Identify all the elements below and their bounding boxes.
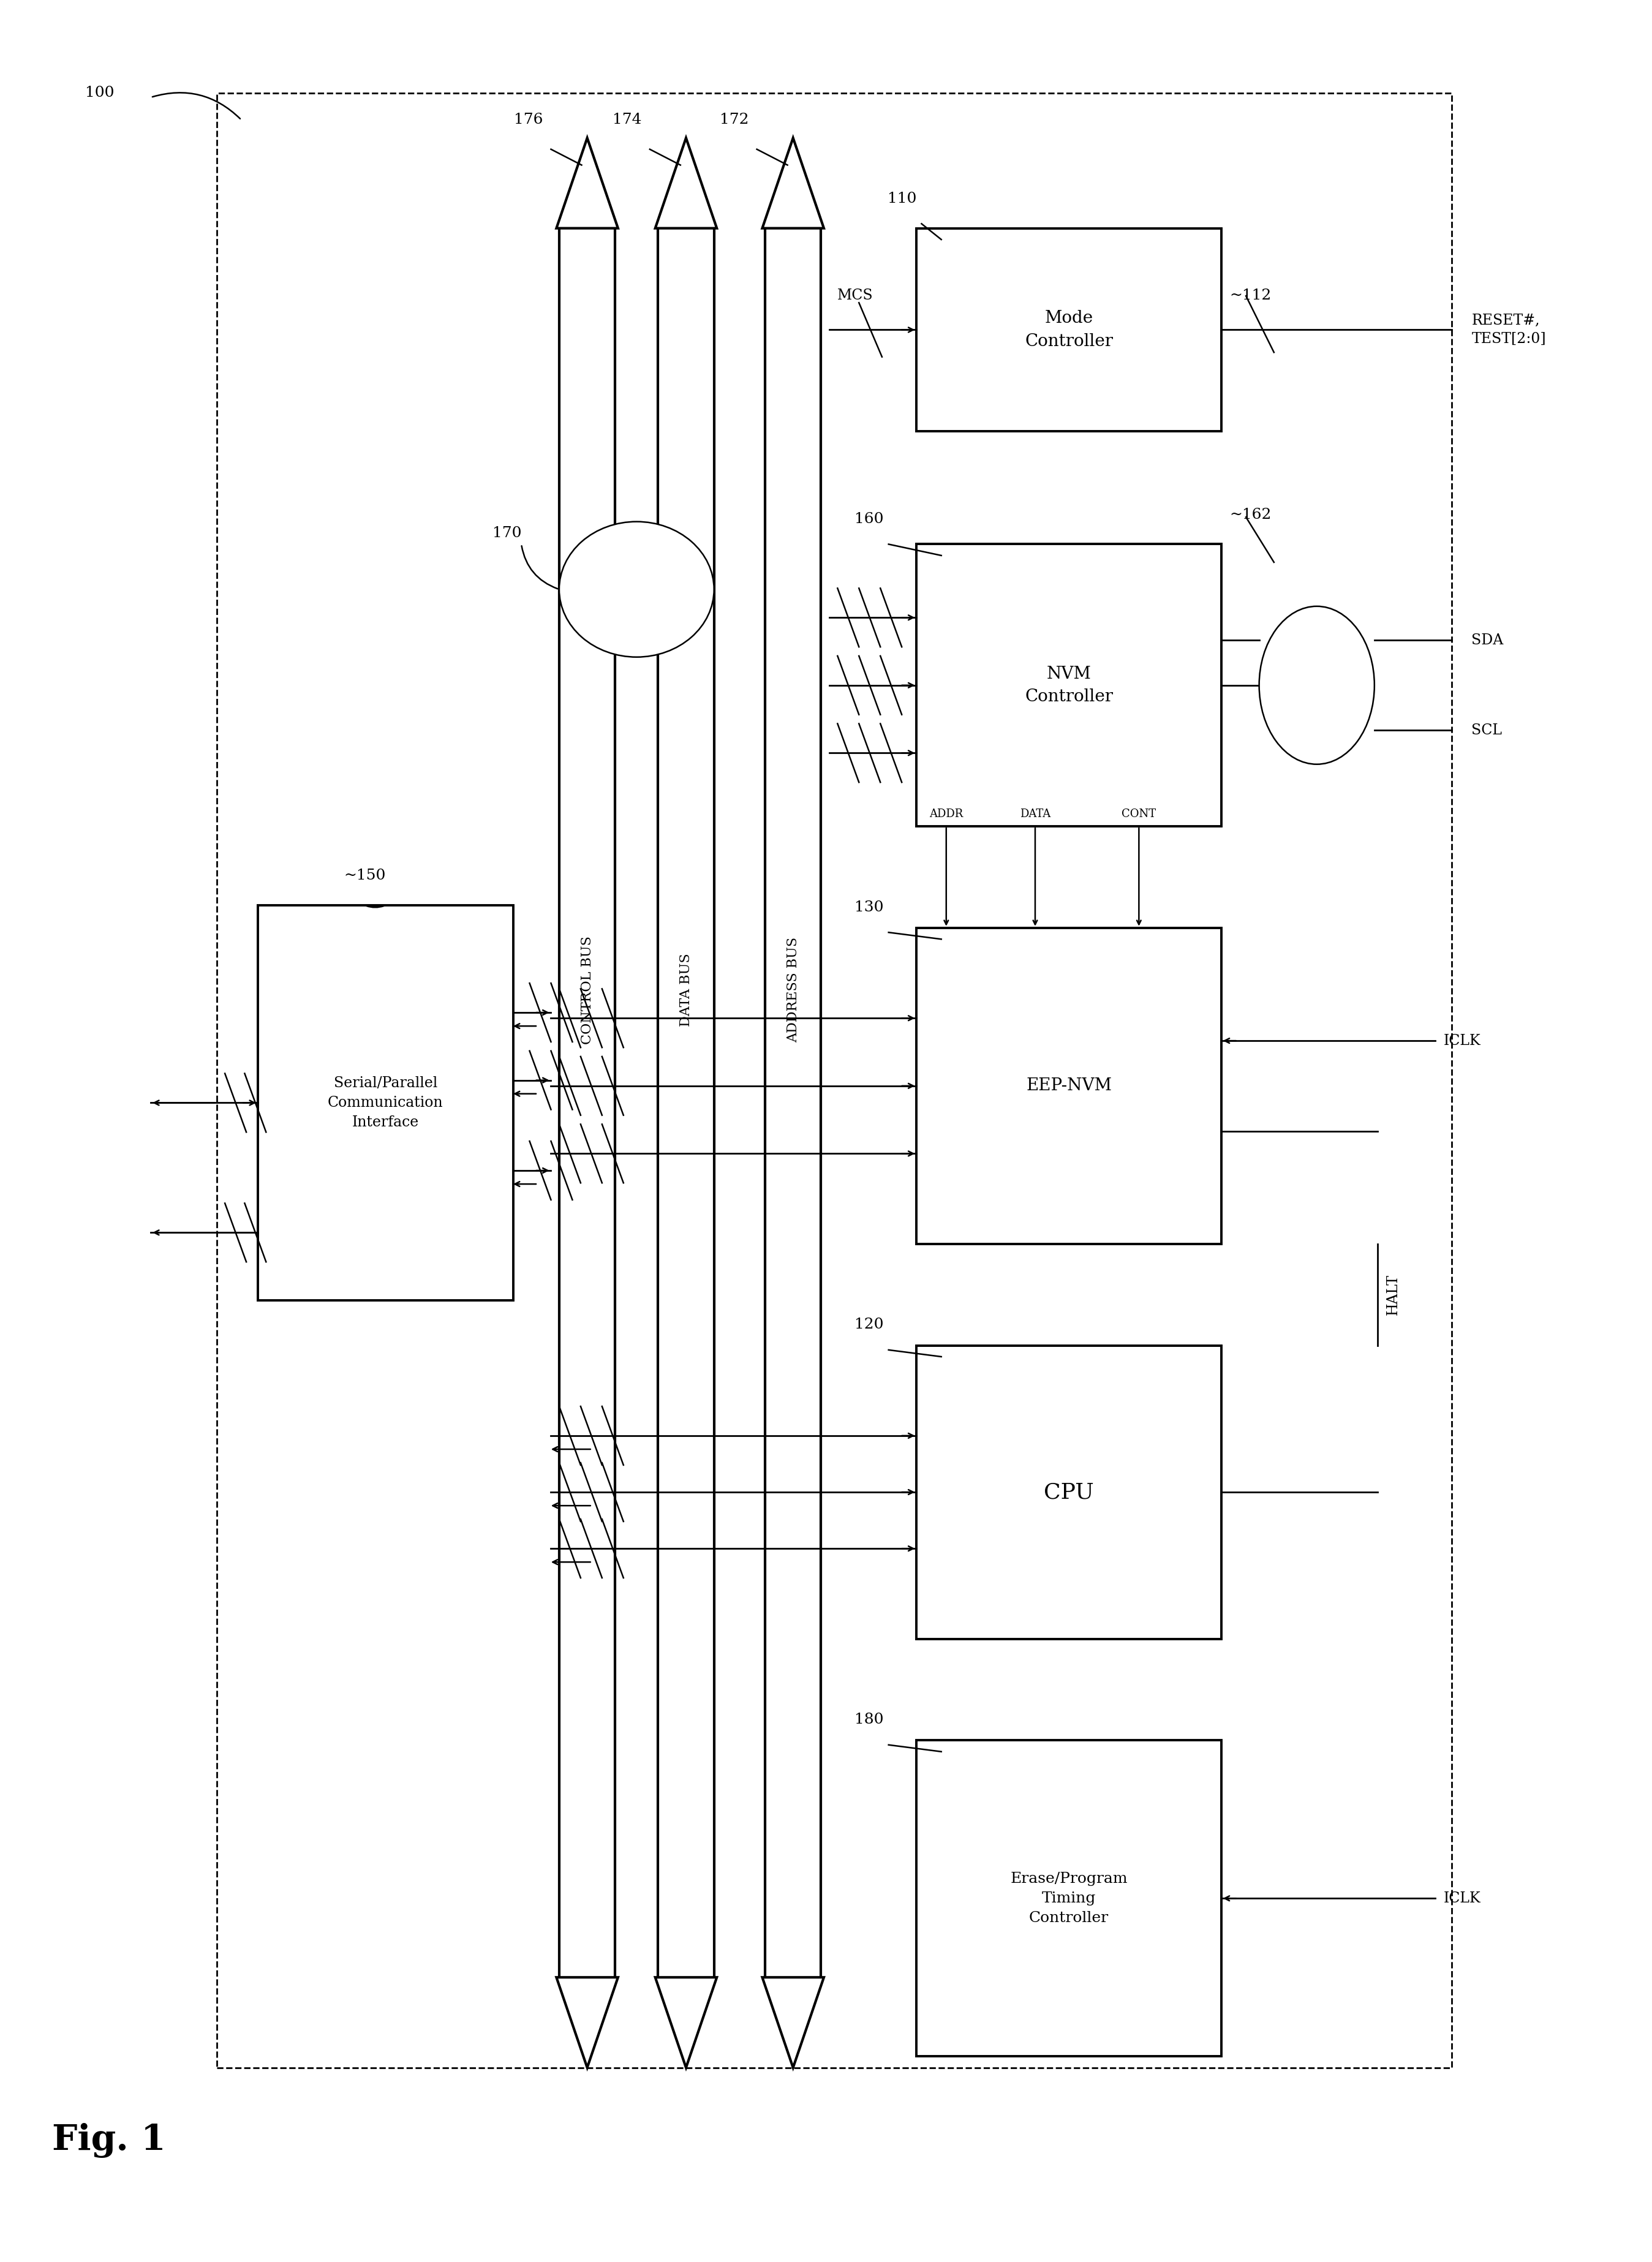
Bar — [216, 93, 1452, 2067]
Text: 176: 176 — [514, 113, 544, 127]
Text: MCS: MCS — [838, 290, 874, 303]
Text: 172: 172 — [720, 113, 748, 127]
Text: DATA: DATA — [1019, 808, 1051, 819]
FancyArrow shape — [656, 138, 717, 228]
Text: ICLK: ICLK — [1444, 1034, 1480, 1047]
Text: 130: 130 — [854, 900, 884, 914]
Text: Serial/Parallel
Communication
Interface: Serial/Parallel Communication Interface — [327, 1077, 443, 1129]
Text: RESET#,
TEST[2:0]: RESET#, TEST[2:0] — [1472, 314, 1546, 346]
Ellipse shape — [1259, 606, 1374, 765]
Text: CONTROL BUS: CONTROL BUS — [580, 936, 595, 1045]
Bar — [917, 228, 1221, 432]
Text: ~162: ~162 — [1229, 507, 1272, 523]
Text: CONT: CONT — [1122, 808, 1156, 819]
FancyArrow shape — [762, 1977, 824, 2067]
Text: HALT: HALT — [1386, 1274, 1399, 1314]
Text: CPU: CPU — [1044, 1482, 1094, 1502]
Text: EEP-NVM: EEP-NVM — [1026, 1077, 1112, 1095]
Bar — [917, 1739, 1221, 2056]
Text: DATA BUS: DATA BUS — [679, 952, 692, 1027]
FancyArrow shape — [656, 1977, 717, 2067]
Text: ~112: ~112 — [1229, 290, 1272, 303]
Text: 120: 120 — [854, 1319, 884, 1332]
FancyArrow shape — [762, 138, 824, 228]
Text: ADDRESS BUS: ADDRESS BUS — [786, 936, 800, 1043]
Ellipse shape — [560, 523, 714, 656]
Text: 100: 100 — [84, 86, 114, 100]
Bar — [917, 927, 1221, 1244]
Bar — [917, 545, 1221, 826]
Text: SCL: SCL — [1472, 724, 1502, 737]
Text: 110: 110 — [887, 192, 917, 206]
Text: 160: 160 — [854, 511, 884, 527]
Text: 174: 174 — [613, 113, 641, 127]
Text: NVM
Controller: NVM Controller — [1024, 665, 1113, 706]
Text: 180: 180 — [854, 1712, 884, 1726]
Text: ~150: ~150 — [344, 869, 387, 882]
Text: Mode
Controller: Mode Controller — [1024, 310, 1113, 351]
Text: ADDR: ADDR — [930, 808, 963, 819]
Text: ICLK: ICLK — [1444, 1891, 1480, 1905]
Text: SDA: SDA — [1472, 633, 1503, 647]
Bar — [258, 905, 514, 1301]
FancyArrow shape — [557, 138, 618, 228]
Text: Erase/Program
Timing
Controller: Erase/Program Timing Controller — [1011, 1871, 1128, 1925]
Text: Fig. 1: Fig. 1 — [51, 2124, 165, 2158]
Text: 170: 170 — [492, 525, 522, 541]
FancyArrow shape — [557, 1977, 618, 2067]
Bar — [917, 1346, 1221, 1638]
